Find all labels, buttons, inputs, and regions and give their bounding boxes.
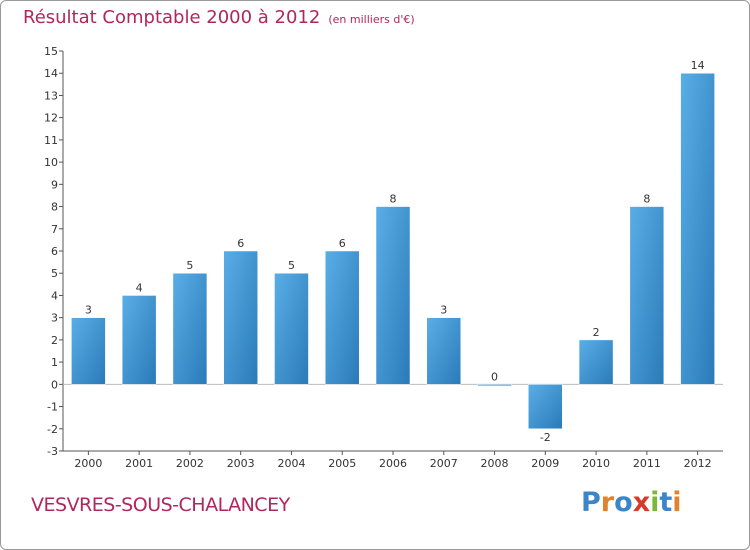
bar-2011 xyxy=(629,206,665,385)
y-tick-label: -2 xyxy=(47,423,58,436)
x-tick-label: 2000 xyxy=(74,457,102,470)
logo-letter: P xyxy=(581,487,601,518)
y-tick-label: -1 xyxy=(47,401,58,414)
x-tick-label: 2010 xyxy=(582,457,610,470)
bar-2002 xyxy=(172,272,208,385)
commune-name: VESVRES-SOUS-CHALANCEY xyxy=(31,494,290,516)
y-tick-label: 0 xyxy=(51,378,58,391)
logo-letter: r xyxy=(600,487,615,518)
y-tick-label: 5 xyxy=(51,267,58,280)
y-tick-label: 12 xyxy=(44,112,58,125)
y-tick-label: 10 xyxy=(44,156,58,169)
x-tick-label: 2005 xyxy=(328,457,356,470)
x-tick-label: 2007 xyxy=(430,457,458,470)
y-tick-label: 7 xyxy=(51,223,58,236)
data-label-2007: 3 xyxy=(440,304,447,317)
data-label-2002: 5 xyxy=(186,259,193,272)
bar-2012 xyxy=(680,72,715,385)
x-tick-label: 2004 xyxy=(277,457,305,470)
logo-letter: t xyxy=(659,487,673,518)
data-label-2008: 0 xyxy=(491,370,498,383)
y-tick-label: 1 xyxy=(51,356,58,369)
y-tick-label: 11 xyxy=(44,134,58,147)
y-tick-label: -3 xyxy=(47,445,58,458)
chart-title: Résultat Comptable 2000 à 2012 (en millie… xyxy=(23,7,415,28)
y-tick-label: 4 xyxy=(51,289,58,302)
chart-bars xyxy=(71,72,715,430)
y-tick-label: 15 xyxy=(44,45,58,58)
chart-title-text: Résultat Comptable 2000 à 2012 xyxy=(23,7,321,28)
logo-letter: x xyxy=(632,487,651,518)
bar-2007 xyxy=(426,317,462,385)
x-tick-label: 2012 xyxy=(684,457,712,470)
data-label-2003: 6 xyxy=(237,237,244,250)
data-label-2006: 8 xyxy=(390,193,397,206)
bar-2001 xyxy=(121,295,157,385)
y-tick-label: 13 xyxy=(44,89,58,102)
x-tick-label: 2006 xyxy=(379,457,407,470)
data-label-2000: 3 xyxy=(85,304,92,317)
y-tick-label: 2 xyxy=(51,334,58,347)
bar-2000 xyxy=(71,317,106,385)
y-tick-label: 6 xyxy=(51,245,58,258)
data-label-2004: 5 xyxy=(288,259,295,272)
data-label-2009: -2 xyxy=(540,431,551,444)
x-tick-label: 2001 xyxy=(125,457,153,470)
bar-2005 xyxy=(324,250,360,385)
chart-subtitle: (en milliers d'€) xyxy=(328,13,415,26)
x-tick-label: 2011 xyxy=(633,457,661,470)
data-label-2012: 14 xyxy=(691,59,705,72)
logo-letter: i xyxy=(650,487,660,518)
data-label-2011: 8 xyxy=(643,193,650,206)
logo-letter: o xyxy=(614,487,633,518)
bar-2009 xyxy=(528,384,563,430)
x-tick-label: 2009 xyxy=(531,457,559,470)
x-tick-label: 2008 xyxy=(481,457,509,470)
bar-2003 xyxy=(223,250,258,385)
bar-2006 xyxy=(375,206,411,385)
data-label-2001: 4 xyxy=(136,281,143,294)
y-tick-label: 14 xyxy=(44,67,58,80)
x-tick-label: 2003 xyxy=(227,457,255,470)
data-label-2010: 2 xyxy=(593,326,600,339)
logo-letter: i xyxy=(672,487,682,518)
bar-2008 xyxy=(477,384,512,387)
y-tick-label: 8 xyxy=(51,201,58,214)
y-tick-label: 3 xyxy=(51,312,58,325)
bar-2004 xyxy=(274,272,309,385)
x-tick-label: 2002 xyxy=(176,457,204,470)
proxiti-logo: Proxiti xyxy=(581,487,682,518)
data-label-2005: 6 xyxy=(339,237,346,250)
y-tick-label: 9 xyxy=(51,178,58,191)
chart-data-labels: 3 4 5 6 5 6 8 3 0 -2 2 8 14 xyxy=(85,59,705,444)
bar-2010 xyxy=(578,339,614,385)
